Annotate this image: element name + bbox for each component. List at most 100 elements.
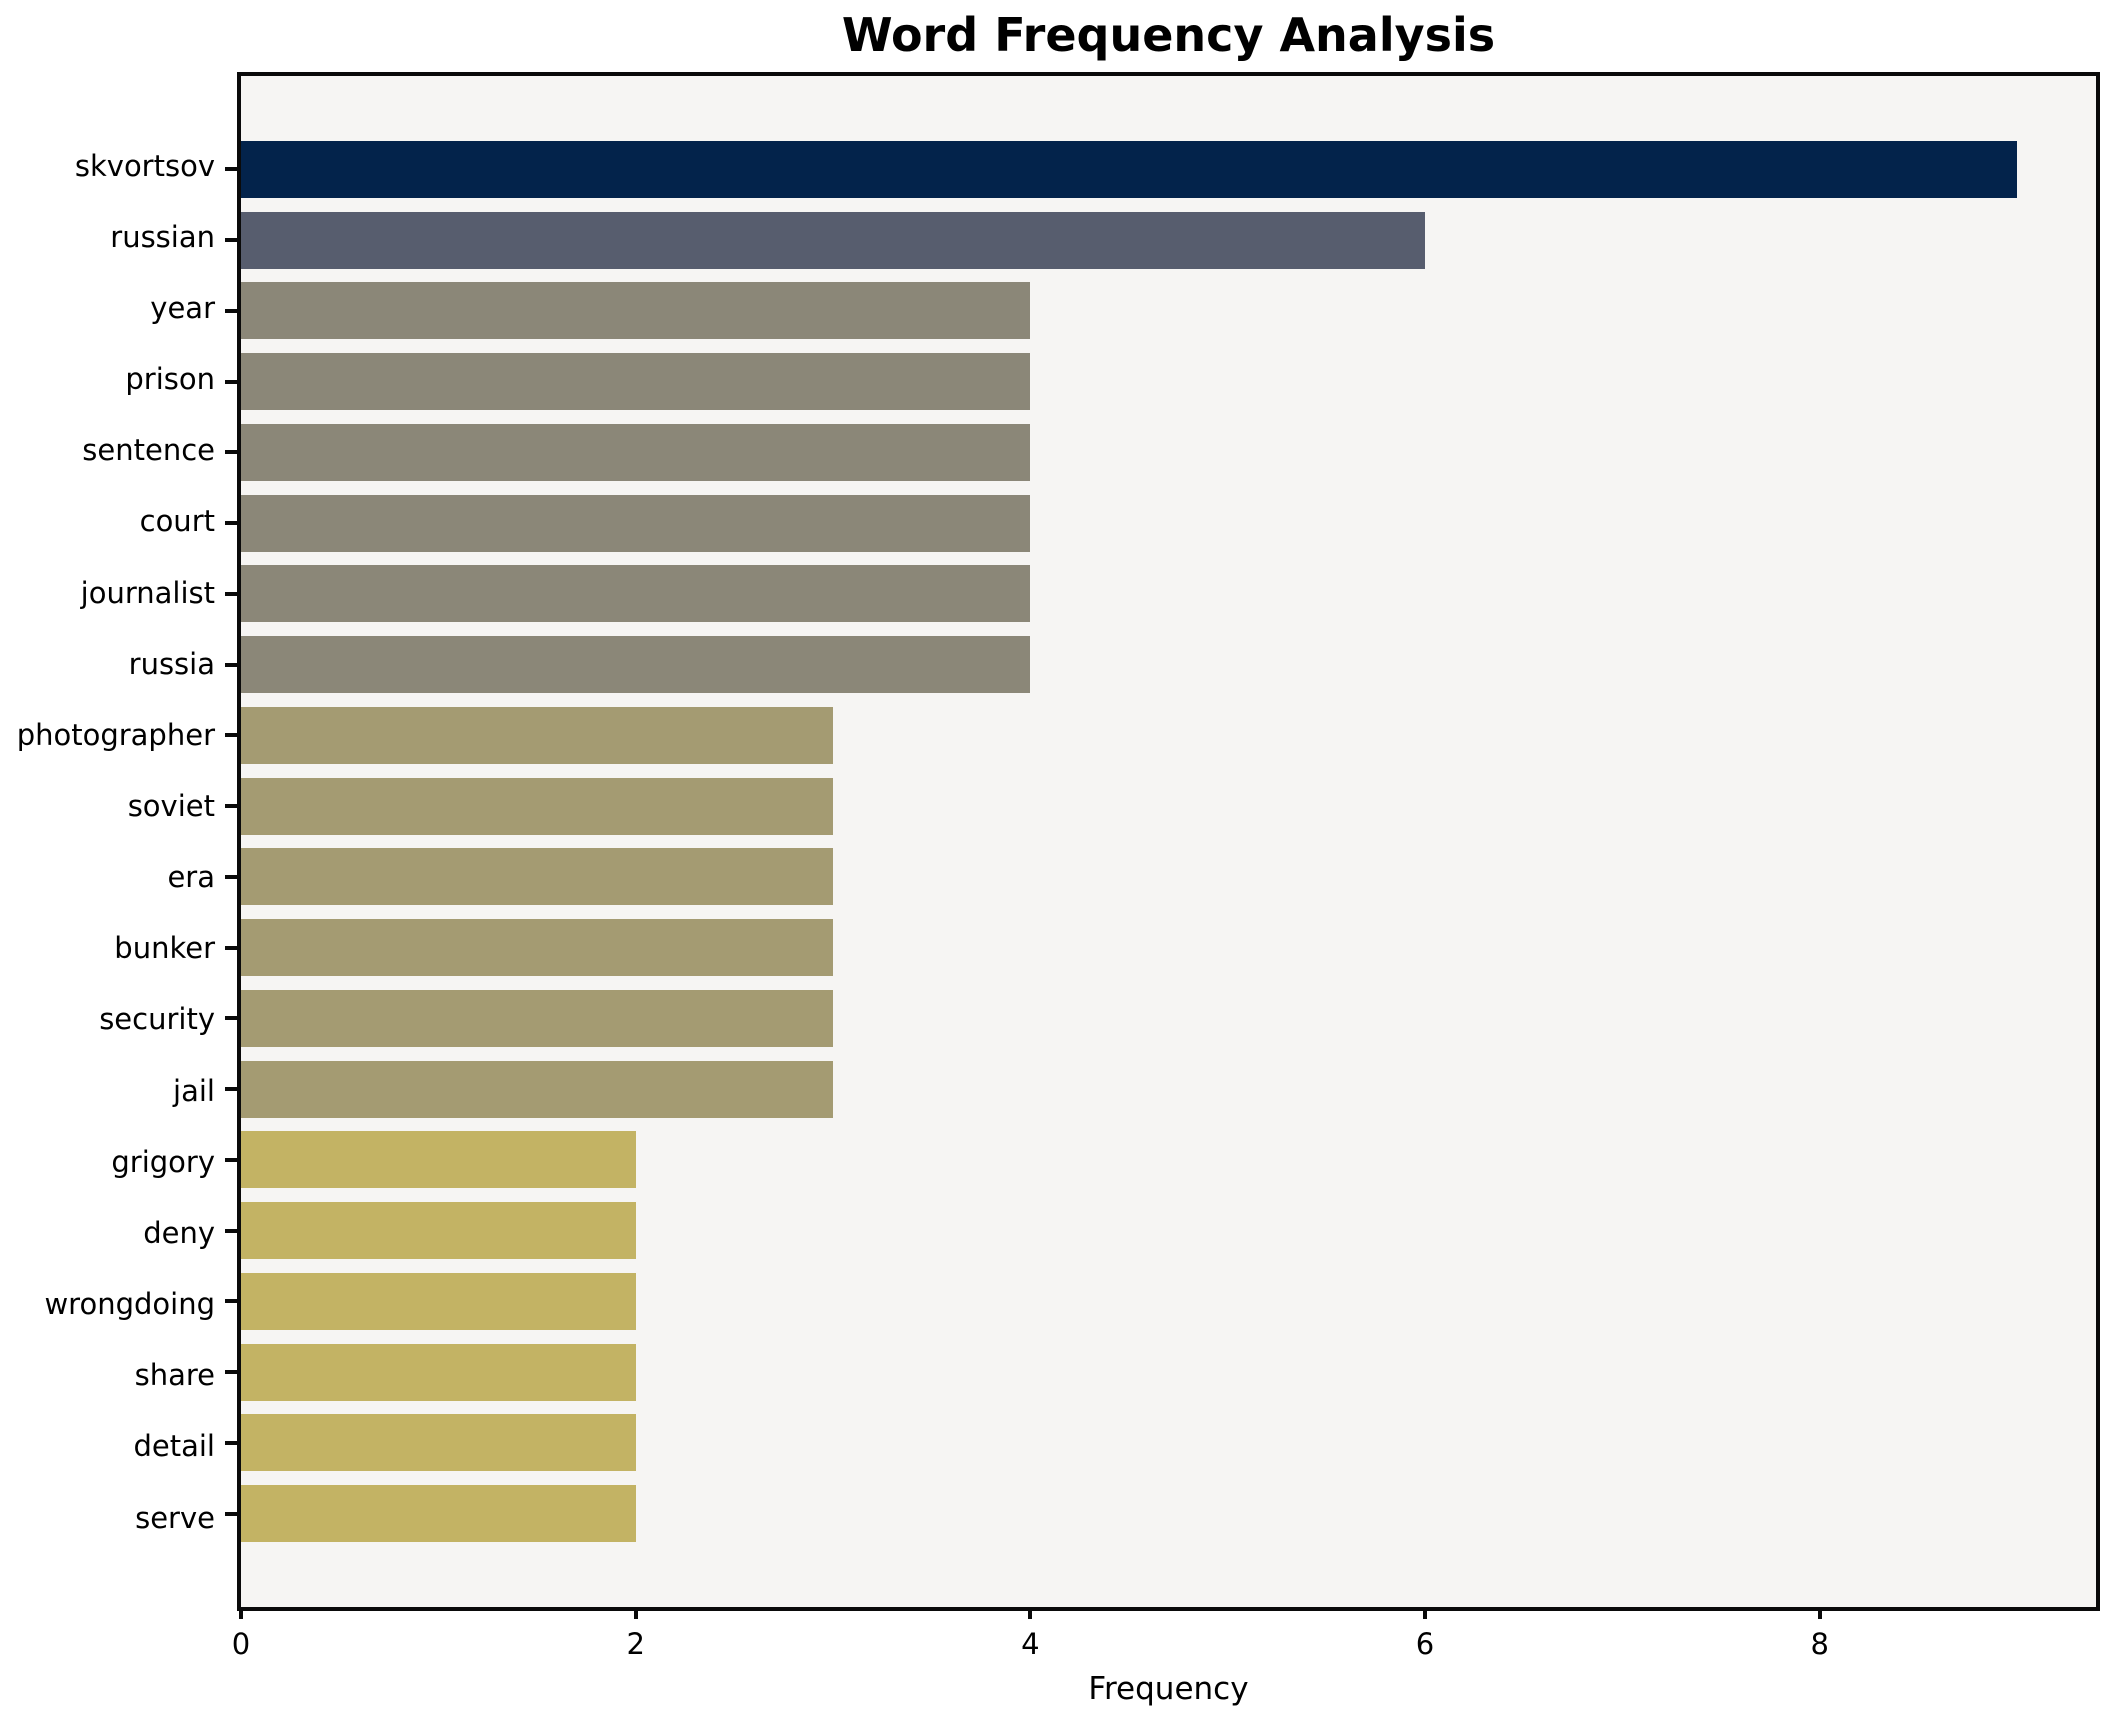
y-tick-label: russian [110,219,215,254]
y-label-row: security [0,984,215,1055]
y-tick-label: security [99,1002,215,1037]
y-tick-mark [225,945,237,950]
bar-row [225,771,2096,842]
y-label-row: era [0,842,215,913]
bar-row [225,1054,2096,1125]
bar-row [225,1337,2096,1408]
x-tick-mark [239,1607,243,1619]
y-label-row: soviet [0,770,215,841]
bar-row [225,1125,2096,1196]
bar-bunker [241,919,834,977]
y-tick-label: sentence [82,433,215,468]
y-label-row: court [0,486,215,557]
y-tick-mark [225,804,237,809]
bar-row [225,346,2096,417]
y-tick-mark [225,167,237,172]
y-label-row: journalist [0,557,215,628]
x-tick-mark [633,1607,638,1619]
y-label-row: wrongdoing [0,1269,215,1340]
y-tick-label: skvortsov [74,148,215,183]
y-tick-label: year [150,290,215,325]
bar-row [225,912,2096,983]
bar-row [225,1478,2096,1549]
bar-security [241,989,834,1047]
y-label-row: photographer [0,699,215,770]
bar-row [225,205,2096,276]
y-label-row: year [0,272,215,343]
x-tick-label: 8 [1810,1627,1829,1661]
y-tick-mark [225,1228,237,1233]
bar-row [225,559,2096,630]
bar-russian [241,211,1426,269]
x-tick-label: 6 [1415,1627,1435,1661]
y-label-row: prison [0,343,215,414]
y-tick-mark [225,1440,237,1445]
chart-title: Word Frequency Analysis [841,8,1496,62]
y-tick-mark [225,1511,237,1516]
bar-row [225,1408,2096,1479]
x-axis-label: Frequency [1088,1671,1249,1707]
y-tick-mark [225,1157,237,1162]
y-tick-mark [225,662,237,667]
y-tick-mark [225,1016,237,1021]
y-tick-label: detail [133,1429,215,1464]
x-tick-mark [1028,1607,1033,1619]
y-axis-labels: skvortsov russian year prison sentence court j… [0,72,215,1611]
bar-soviet [241,777,834,835]
bar-row [225,276,2096,347]
y-tick-mark [225,1370,237,1375]
bar-share [241,1343,636,1401]
y-tick-label: era [167,860,215,895]
bar-sentence [241,423,1031,481]
y-tick-mark [225,308,237,313]
bar-era [241,848,834,906]
y-tick-label: deny [143,1215,215,1250]
bar-row [225,700,2096,771]
bar-deny [241,1202,636,1260]
x-tick-mark [1817,1607,1822,1619]
y-tick-label: jail [173,1073,215,1108]
y-label-row: jail [0,1055,215,1126]
x-tick-label: 2 [626,1627,645,1661]
bar-row [225,1266,2096,1337]
y-tick-mark [225,521,237,526]
y-label-row: grigory [0,1126,215,1197]
bar-year [241,282,1031,340]
y-label-row: deny [0,1197,215,1268]
y-label-row: sentence [0,415,215,486]
y-tick-label: grigory [111,1144,215,1179]
bar-grigory [241,1131,636,1189]
plot-area: 0 2 4 6 8 [225,72,2100,1661]
bar-detail [241,1414,636,1472]
y-label-row: detail [0,1411,215,1482]
bar-journalist [241,565,1031,623]
y-tick-mark [225,874,237,879]
y-tick-label: share [134,1358,215,1393]
y-tick-mark [225,1299,237,1304]
bar-court [241,494,1031,552]
y-tick-label: soviet [127,788,215,823]
y-label-row: bunker [0,913,215,984]
y-label-row: russia [0,628,215,699]
bar-prison [241,353,1031,411]
bar-row [225,1195,2096,1266]
y-tick-mark [225,1087,237,1092]
bar-row [225,488,2096,559]
bar-jail [241,1060,834,1118]
bar-row [225,629,2096,700]
y-tick-mark [225,379,237,384]
y-tick-mark [225,733,237,738]
bar-row [225,417,2096,488]
y-label-row: russian [0,201,215,272]
bar-serve [241,1485,636,1543]
x-tick-label: 0 [231,1627,251,1661]
y-tick-label: bunker [114,931,215,966]
y-tick-label: photographer [16,717,215,752]
y-tick-label: serve [135,1500,215,1535]
y-tick-label: journalist [80,575,215,610]
bar-row [225,134,2096,205]
y-tick-label: prison [125,362,215,397]
bar-row [225,842,2096,913]
bar-russia [241,636,1031,694]
